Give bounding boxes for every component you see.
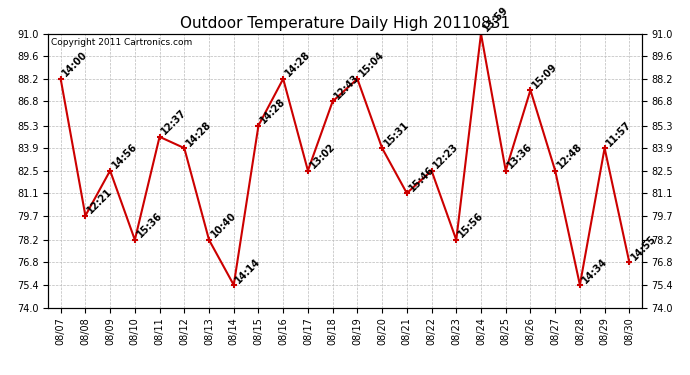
- Text: 12:48: 12:48: [555, 141, 584, 171]
- Text: 15:46: 15:46: [407, 164, 436, 193]
- Text: 15:56: 15:56: [456, 211, 485, 240]
- Text: 13:02: 13:02: [308, 142, 337, 171]
- Text: 14:28: 14:28: [184, 119, 213, 148]
- Text: 14:14: 14:14: [234, 256, 263, 285]
- Text: Copyright 2011 Cartronics.com: Copyright 2011 Cartronics.com: [51, 38, 193, 47]
- Text: 14:56: 14:56: [110, 142, 139, 171]
- Text: 15:31: 15:31: [382, 119, 411, 148]
- Text: 15:04: 15:04: [357, 50, 386, 79]
- Text: 12:23: 12:23: [431, 142, 460, 171]
- Text: 15:36: 15:36: [135, 211, 164, 240]
- Text: 14:34: 14:34: [580, 256, 609, 285]
- Text: 14:28: 14:28: [283, 50, 313, 79]
- Text: 14:28: 14:28: [259, 96, 288, 126]
- Text: 12:37: 12:37: [159, 108, 188, 137]
- Text: 12:43: 12:43: [333, 72, 362, 101]
- Text: 11:57: 11:57: [604, 119, 633, 148]
- Text: 14:00: 14:00: [61, 50, 90, 79]
- Title: Outdoor Temperature Daily High 20110831: Outdoor Temperature Daily High 20110831: [180, 16, 510, 31]
- Text: 13:36: 13:36: [506, 142, 535, 171]
- Text: 12:21: 12:21: [86, 187, 115, 216]
- Text: 15:09: 15:09: [531, 61, 560, 90]
- Text: 10:40: 10:40: [209, 211, 238, 240]
- Text: 13:59: 13:59: [481, 5, 510, 34]
- Text: 14:55: 14:55: [629, 233, 658, 262]
